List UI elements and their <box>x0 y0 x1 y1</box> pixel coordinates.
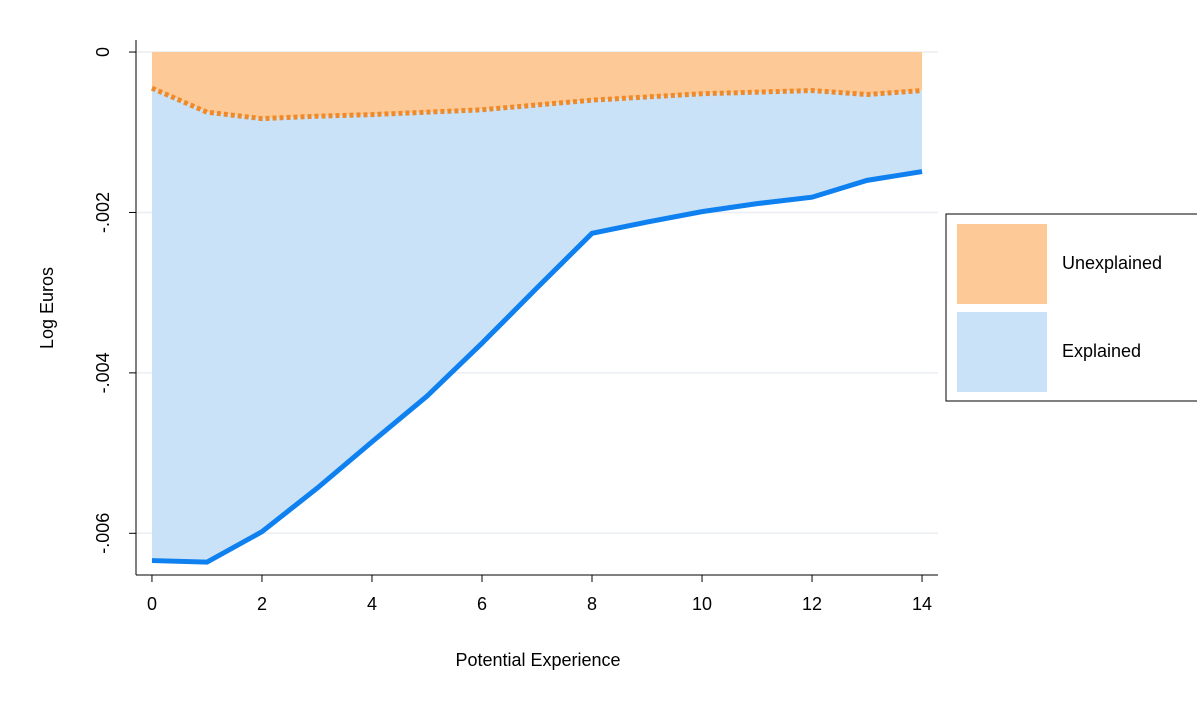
y-tick-label: -.006 <box>93 513 113 554</box>
y-axis-label: Log Euros <box>37 267 57 349</box>
x-tick-label: 4 <box>367 594 377 614</box>
area-fill <box>151 52 923 119</box>
x-tick-label: 14 <box>912 594 932 614</box>
x-tick-label: 12 <box>802 594 822 614</box>
legend-swatch <box>957 224 1047 304</box>
y-tick-label: 0 <box>93 47 113 57</box>
x-tick-label: 10 <box>692 594 712 614</box>
x-tick-label: 0 <box>147 594 157 614</box>
legend-label: Unexplained <box>1062 253 1162 273</box>
y-tick-label: -.004 <box>93 352 113 393</box>
series-line <box>150 85 923 122</box>
x-tick-label: 2 <box>257 594 267 614</box>
x-axis-label: Potential Experience <box>455 650 620 670</box>
areas <box>151 52 923 563</box>
legend-label: Explained <box>1062 341 1141 361</box>
area-fill <box>151 88 923 563</box>
x-tick-label: 6 <box>477 594 487 614</box>
lines <box>150 85 923 565</box>
legend-swatch <box>957 312 1047 392</box>
x-tick-label: 8 <box>587 594 597 614</box>
series-line <box>151 169 923 565</box>
y-tick-label: -.002 <box>93 192 113 233</box>
